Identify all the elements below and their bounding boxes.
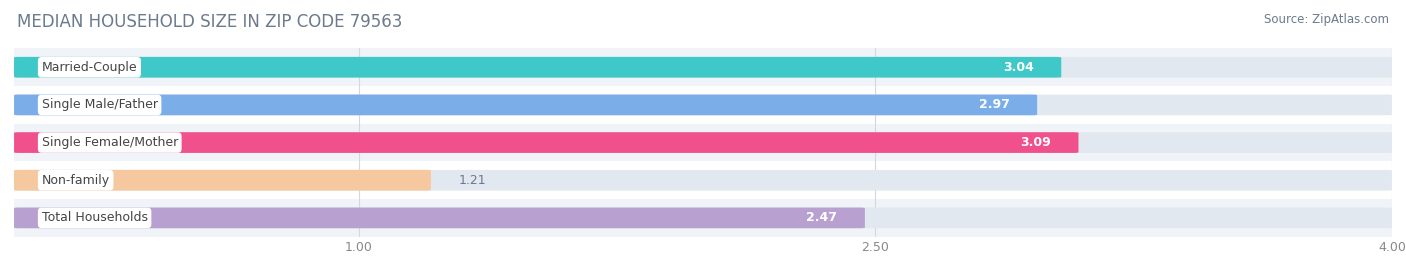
Bar — [14, 86, 1392, 124]
FancyBboxPatch shape — [14, 57, 1392, 77]
Text: Total Households: Total Households — [42, 211, 148, 224]
Text: Single Female/Mother: Single Female/Mother — [42, 136, 179, 149]
Text: Non-family: Non-family — [42, 174, 110, 187]
Text: 3.04: 3.04 — [1002, 61, 1033, 74]
Text: Single Male/Father: Single Male/Father — [42, 98, 157, 111]
FancyBboxPatch shape — [14, 57, 1062, 77]
Text: 1.21: 1.21 — [458, 174, 486, 187]
Text: Married-Couple: Married-Couple — [42, 61, 138, 74]
FancyBboxPatch shape — [14, 208, 865, 228]
Text: Source: ZipAtlas.com: Source: ZipAtlas.com — [1264, 13, 1389, 26]
Bar — [14, 48, 1392, 86]
FancyBboxPatch shape — [14, 94, 1038, 115]
Text: 2.97: 2.97 — [979, 98, 1010, 111]
Text: 2.47: 2.47 — [807, 211, 838, 224]
Bar — [14, 161, 1392, 199]
Bar — [14, 124, 1392, 161]
FancyBboxPatch shape — [14, 170, 1392, 190]
FancyBboxPatch shape — [14, 132, 1078, 153]
Text: 3.09: 3.09 — [1021, 136, 1050, 149]
Text: MEDIAN HOUSEHOLD SIZE IN ZIP CODE 79563: MEDIAN HOUSEHOLD SIZE IN ZIP CODE 79563 — [17, 13, 402, 31]
FancyBboxPatch shape — [14, 132, 1392, 153]
Bar — [14, 199, 1392, 237]
FancyBboxPatch shape — [14, 170, 430, 190]
FancyBboxPatch shape — [14, 94, 1392, 115]
FancyBboxPatch shape — [14, 208, 1392, 228]
